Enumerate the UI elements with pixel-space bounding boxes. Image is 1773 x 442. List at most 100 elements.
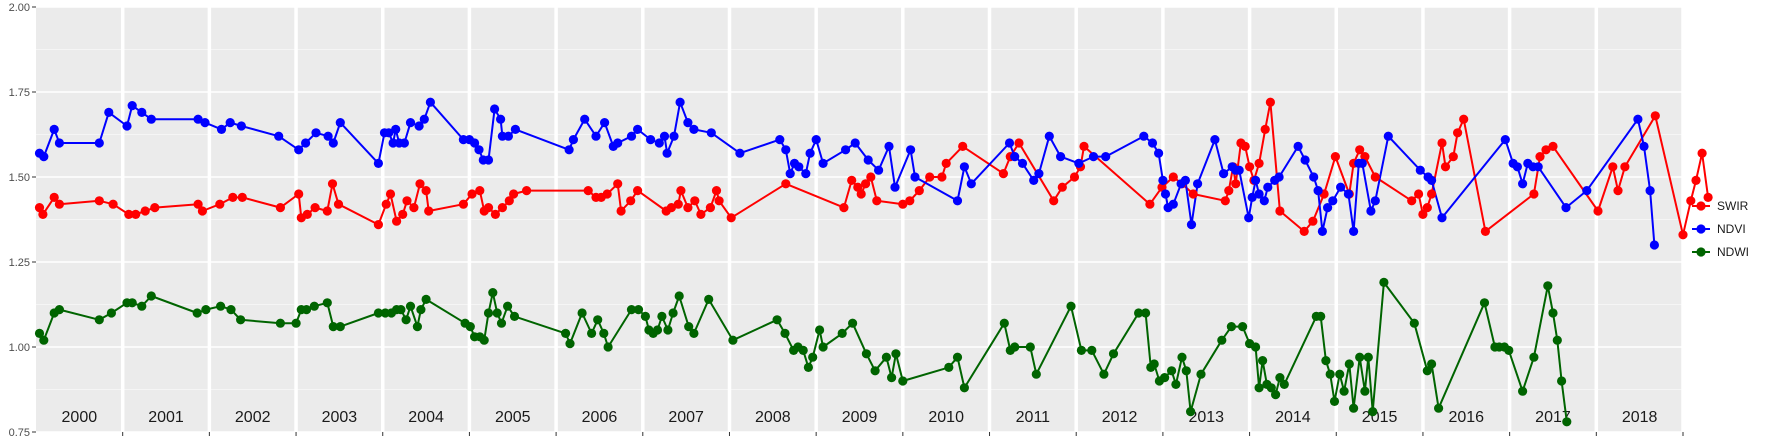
point-swir (1330, 152, 1340, 162)
point-swir (1691, 175, 1701, 185)
point-swir (1437, 138, 1447, 148)
point-ndvi (490, 104, 500, 114)
point-ndvi (1415, 165, 1425, 175)
point-ndvi (335, 118, 345, 128)
point-ndvi (1370, 196, 1380, 206)
point-ndvi (1160, 189, 1171, 199)
point-ndvi (805, 148, 815, 158)
point-ndwi (633, 305, 644, 315)
year-label: 2004 (408, 409, 444, 426)
year-label: 2001 (148, 409, 184, 426)
point-ndwi (1479, 298, 1490, 308)
point-ndwi (1344, 359, 1354, 369)
point-ndvi (662, 148, 672, 158)
point-ndwi (1141, 308, 1151, 318)
y-tick-label: 2.00 (9, 2, 30, 14)
point-swir (1529, 189, 1539, 199)
point-ndwi (226, 305, 236, 315)
point-ndvi (496, 114, 506, 124)
point-swir (696, 209, 706, 219)
point-swir (124, 209, 134, 219)
point-ndvi (1219, 169, 1229, 179)
point-swir (958, 141, 968, 151)
point-ndwi (479, 335, 489, 345)
point-ndvi (1180, 175, 1190, 185)
point-ndvi (1234, 165, 1244, 175)
point-ndwi (1167, 366, 1177, 376)
point-swir (1678, 230, 1688, 240)
point-ndwi (1066, 301, 1076, 311)
point-ndvi (1088, 152, 1099, 162)
point-ndvi (1639, 141, 1649, 151)
point-ndvi (122, 121, 132, 131)
point-ndwi (496, 318, 507, 328)
point-swir (402, 196, 412, 206)
y-axis: 0.75 1.00 1.25 1.50 1.75 2.00 (9, 2, 36, 439)
point-ndvi (626, 131, 637, 141)
point-swir (49, 192, 59, 202)
point-ndwi (1316, 311, 1326, 321)
point-swir (856, 189, 866, 199)
point-ndvi (1437, 213, 1447, 223)
point-swir (409, 203, 419, 213)
point-ndwi (1171, 379, 1181, 389)
point-ndwi (663, 325, 673, 335)
point-ndvi (301, 138, 311, 148)
point-ndwi (94, 315, 104, 325)
point-ndvi (613, 138, 623, 148)
point-ndvi (1645, 186, 1655, 196)
point-ndvi (49, 124, 59, 134)
point-ndvi (1004, 138, 1015, 148)
point-swir (458, 199, 468, 209)
point-swir (714, 196, 724, 206)
point-ndvi (1044, 131, 1054, 141)
point-ndvi (1633, 114, 1643, 124)
point-ndvi (1147, 138, 1158, 148)
point-ndwi (328, 322, 338, 332)
point-swir (676, 186, 686, 196)
point-swir (1414, 189, 1424, 199)
point-ndvi (1139, 131, 1149, 141)
point-ndwi (1251, 342, 1261, 352)
point-swir (937, 172, 947, 182)
point-ndwi (192, 308, 202, 318)
point-ndwi (401, 315, 411, 325)
point-ndwi (848, 318, 858, 328)
point-swir (866, 172, 876, 182)
point-swir (392, 216, 402, 226)
point-swir (483, 203, 494, 213)
point-ndvi (1427, 175, 1437, 185)
point-ndwi (1325, 369, 1335, 379)
point-swir (1407, 196, 1417, 206)
point-ndwi (1025, 342, 1035, 352)
point-ndwi (1217, 335, 1227, 345)
point-ndvi (1357, 158, 1367, 168)
point-swir (421, 186, 431, 196)
point-swir (1418, 209, 1428, 219)
y-tick-label: 1.25 (9, 257, 30, 269)
point-ndvi (600, 118, 610, 128)
point-swir (1697, 148, 1707, 158)
point-ndwi (668, 308, 678, 318)
point-swir (1260, 124, 1270, 134)
point-swir (1079, 141, 1089, 151)
point-ndwi (1427, 359, 1437, 369)
point-swir (385, 189, 396, 199)
point-ndwi (561, 328, 571, 338)
point-swir (905, 196, 915, 206)
point-swir (327, 179, 338, 189)
point-ndvi (419, 114, 429, 124)
point-swir (497, 203, 507, 213)
point-ndvi (391, 124, 401, 134)
x-axis (122, 432, 1684, 436)
point-swir (322, 206, 332, 216)
point-ndvi (775, 135, 785, 145)
point-ndwi (780, 328, 790, 338)
year-label: 2011 (1016, 409, 1051, 426)
point-ndwi (373, 308, 383, 318)
point-ndwi (1275, 373, 1285, 383)
point-swir (1453, 128, 1463, 138)
point-ndvi (580, 114, 590, 124)
point-ndwi (728, 335, 738, 345)
point-swir (131, 209, 141, 219)
